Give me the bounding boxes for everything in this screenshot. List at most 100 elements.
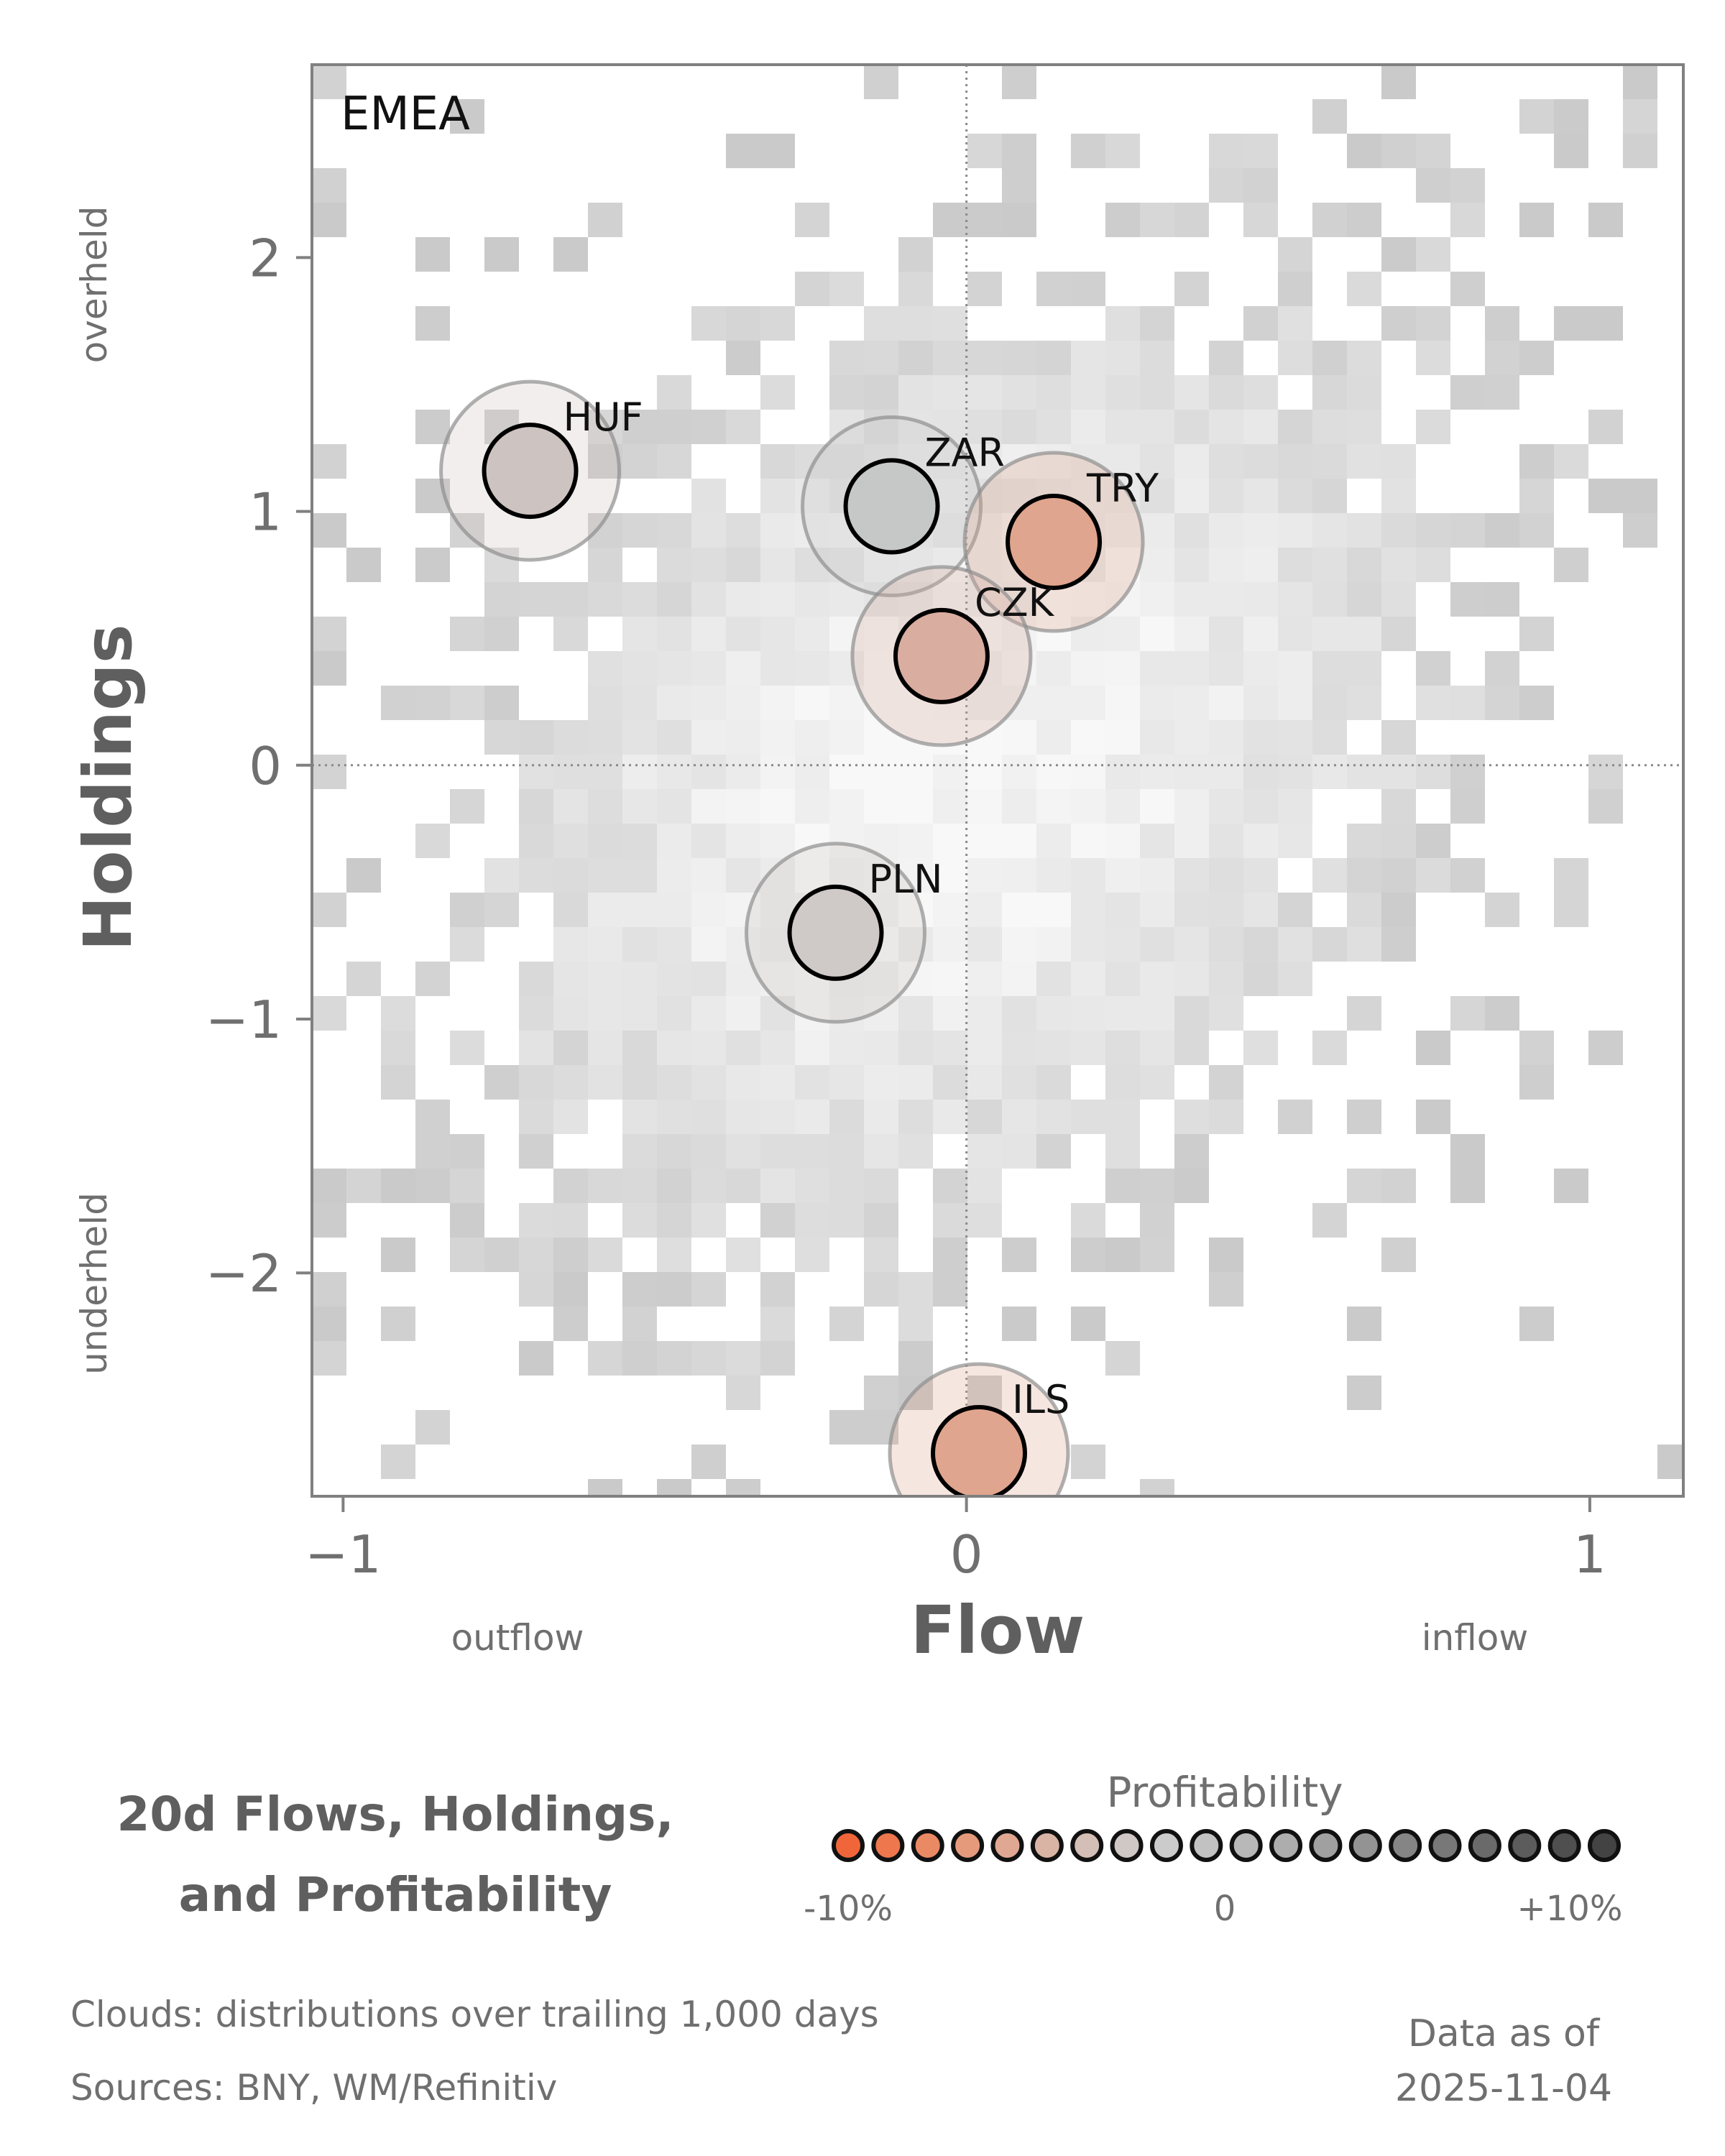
cloud-cell [1347, 1169, 1381, 1203]
cloud-cell [1381, 755, 1416, 789]
cloud-cell [1450, 513, 1485, 548]
cloud-cell [760, 824, 795, 858]
cloud-cell [760, 720, 795, 755]
cloud-cell [760, 1134, 795, 1169]
cloud-cell [829, 341, 864, 375]
cloud-cell [726, 720, 760, 755]
cloud-cell [760, 1307, 795, 1341]
cloud-cell [898, 893, 933, 927]
cloud-cell [1209, 1100, 1243, 1134]
cloud-cell [1002, 962, 1036, 996]
cloud-cell [1002, 1100, 1036, 1134]
cloud-cell [1519, 444, 1554, 479]
cloud-cell [864, 1100, 898, 1134]
cloud-cell [519, 582, 553, 617]
cloud-cell [726, 134, 760, 168]
cloud-cell [1140, 582, 1174, 617]
cloud-cell [1105, 1031, 1140, 1065]
cloud-cell [1209, 582, 1243, 617]
cloud-cell [1312, 479, 1347, 513]
cloud-cell [519, 1031, 553, 1065]
cloud-cell [726, 1134, 760, 1169]
cloud-cell [1278, 755, 1312, 789]
cloud-cell [1174, 1100, 1209, 1134]
cloud-cell [1381, 927, 1416, 962]
cloud-cell [1623, 134, 1657, 168]
cloud-cell [691, 755, 726, 789]
cloud-cell [1174, 755, 1209, 789]
cloud-cell [1140, 720, 1174, 755]
cloud-cell [1036, 1031, 1071, 1065]
cloud-cell [1381, 893, 1416, 927]
cloud-cell [1002, 1238, 1036, 1272]
cloud-cell [691, 1203, 726, 1238]
cloud-cell [657, 789, 691, 824]
cloud-cell [726, 410, 760, 444]
cloud-cell [553, 927, 588, 962]
cloud-cell [1209, 720, 1243, 755]
cloud-cell [1243, 686, 1278, 720]
cloud-cell [726, 548, 760, 582]
cloud-cell [829, 272, 864, 306]
cloud-cell [519, 1134, 553, 1169]
cloud-cell [726, 1479, 760, 1496]
cloud-cell [1002, 789, 1036, 824]
cloud-cell [1450, 858, 1485, 893]
colorbar-swatch [1030, 1829, 1064, 1862]
cloud-cell [1381, 1169, 1416, 1203]
cloud-cell [1347, 548, 1381, 582]
cloud-cell [1278, 789, 1312, 824]
cloud-cell [967, 996, 1002, 1031]
colorbar-swatch [832, 1829, 865, 1862]
cloud-cell [1381, 479, 1416, 513]
cloud-cell [519, 1238, 553, 1272]
cloud-cell [829, 755, 864, 789]
cloud-cell [484, 582, 519, 617]
cloud-cell [1071, 824, 1105, 858]
cloud-cell [760, 513, 795, 548]
cloud-cell [691, 582, 726, 617]
cloud-cell [760, 1100, 795, 1134]
cloud-cell [1105, 651, 1140, 686]
cloud-cell [1312, 582, 1347, 617]
point-label: TRY [1086, 466, 1159, 511]
cloud-cell [726, 1341, 760, 1376]
cloud-cell [1554, 548, 1588, 582]
point-label: CZK [975, 580, 1055, 625]
cloud-cell [381, 1307, 415, 1341]
cloud-cell [657, 720, 691, 755]
cloud-cell [1140, 927, 1174, 962]
cloud-cell [1347, 272, 1381, 306]
cloud-cell [1002, 824, 1036, 858]
point-marker [1006, 494, 1103, 590]
cloud-cell [1105, 1065, 1140, 1100]
cloud-cell [1071, 1031, 1105, 1065]
y-axis-title: Holdings [70, 624, 147, 951]
point-label: HUF [564, 395, 643, 440]
cloud-cell [1623, 513, 1657, 548]
cloud-cell [1174, 479, 1209, 513]
cloud-cell [1105, 962, 1140, 996]
cloud-cell [1243, 893, 1278, 927]
cloud-cell [1105, 755, 1140, 789]
cloud-cell [622, 755, 657, 789]
cloud-cell [1174, 444, 1209, 479]
cloud-cell [450, 1169, 484, 1203]
cloud-cell [1140, 686, 1174, 720]
cloud-cell [933, 1203, 967, 1238]
cloud-cell [1243, 720, 1278, 755]
cloud-cell [346, 548, 381, 582]
cloud-cell [760, 1065, 795, 1100]
cloud-cell [622, 927, 657, 962]
cloud-cell [588, 203, 622, 237]
point-czk: CZK [850, 565, 1055, 747]
cloud-cell [1623, 99, 1657, 134]
cloud-cell [1002, 134, 1036, 168]
cloud-cell [829, 996, 864, 1031]
cloud-cell [588, 1031, 622, 1065]
cloud-cell [1416, 548, 1450, 582]
cloud-cell [553, 237, 588, 272]
cloud-cell [898, 237, 933, 272]
cloud-cell [1381, 306, 1416, 341]
cloud-cell [1140, 858, 1174, 893]
